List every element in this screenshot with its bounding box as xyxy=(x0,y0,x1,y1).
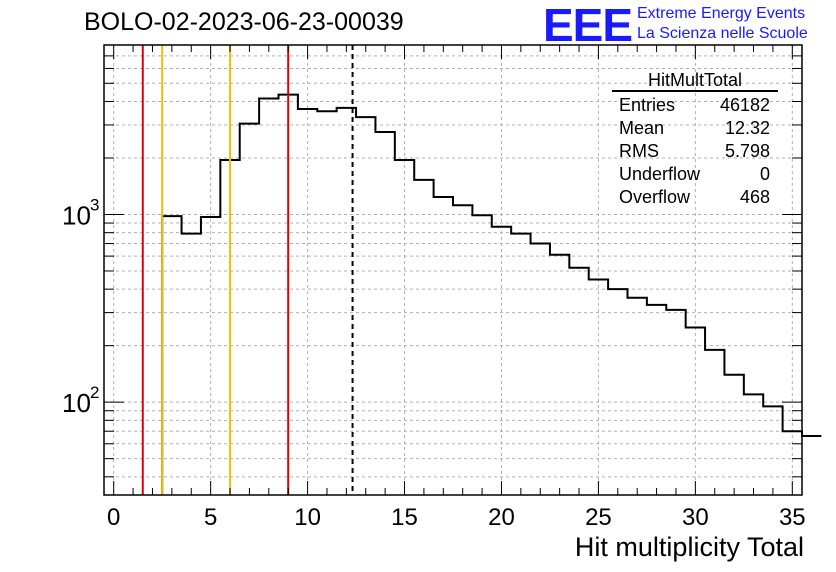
logo-line-1: Extreme Energy Events xyxy=(637,5,806,22)
x-axis-label: Hit multiplicity Total xyxy=(574,532,804,562)
y-tick-exponent: 3 xyxy=(90,195,99,214)
x-tick-label: 30 xyxy=(682,504,709,531)
stats-row-overflow: Overflow 468 xyxy=(612,186,778,209)
stats-row-rms: RMS 5.798 xyxy=(612,140,778,163)
stats-value: 468 xyxy=(739,187,770,207)
stats-box: HitMultTotal Entries 46182 Mean 12.32 RM… xyxy=(612,70,778,209)
stats-value: 12.32 xyxy=(724,118,770,138)
stats-title: HitMultTotal xyxy=(612,70,778,92)
x-tick-label: 25 xyxy=(585,504,612,531)
stats-label: Entries xyxy=(619,95,676,115)
x-tick-label: 5 xyxy=(204,504,217,531)
stats-row-entries: Entries 46182 xyxy=(612,94,778,117)
x-tick-label: 15 xyxy=(391,504,418,531)
stats-label: Overflow xyxy=(619,187,691,207)
x-tick-label: 0 xyxy=(107,504,120,531)
stats-label: RMS xyxy=(619,141,659,161)
x-tick-label: 20 xyxy=(488,504,515,531)
x-tick-label: 35 xyxy=(779,504,806,531)
y-tick-exponent: 2 xyxy=(90,383,99,402)
histogram-outline xyxy=(161,93,822,495)
stats-row-mean: Mean 12.32 xyxy=(612,117,778,140)
plot-frame xyxy=(103,44,803,496)
stats-label: Underflow xyxy=(619,164,701,184)
logo-line-2: La Scienza nelle Scuole xyxy=(637,25,808,42)
eee-logo: EEE xyxy=(543,0,633,51)
chart-title: BOLO-02-2023-06-23-00039 xyxy=(84,8,404,36)
stats-row-underflow: Underflow 0 xyxy=(612,163,778,186)
stats-label: Mean xyxy=(619,118,665,138)
stats-value: 46182 xyxy=(719,95,770,115)
stats-value: 5.798 xyxy=(724,141,770,161)
x-tick-label: 10 xyxy=(294,504,321,531)
y-tick-label: 10 xyxy=(62,388,91,418)
y-tick-label: 10 xyxy=(62,200,91,230)
stats-value: 0 xyxy=(759,164,770,184)
